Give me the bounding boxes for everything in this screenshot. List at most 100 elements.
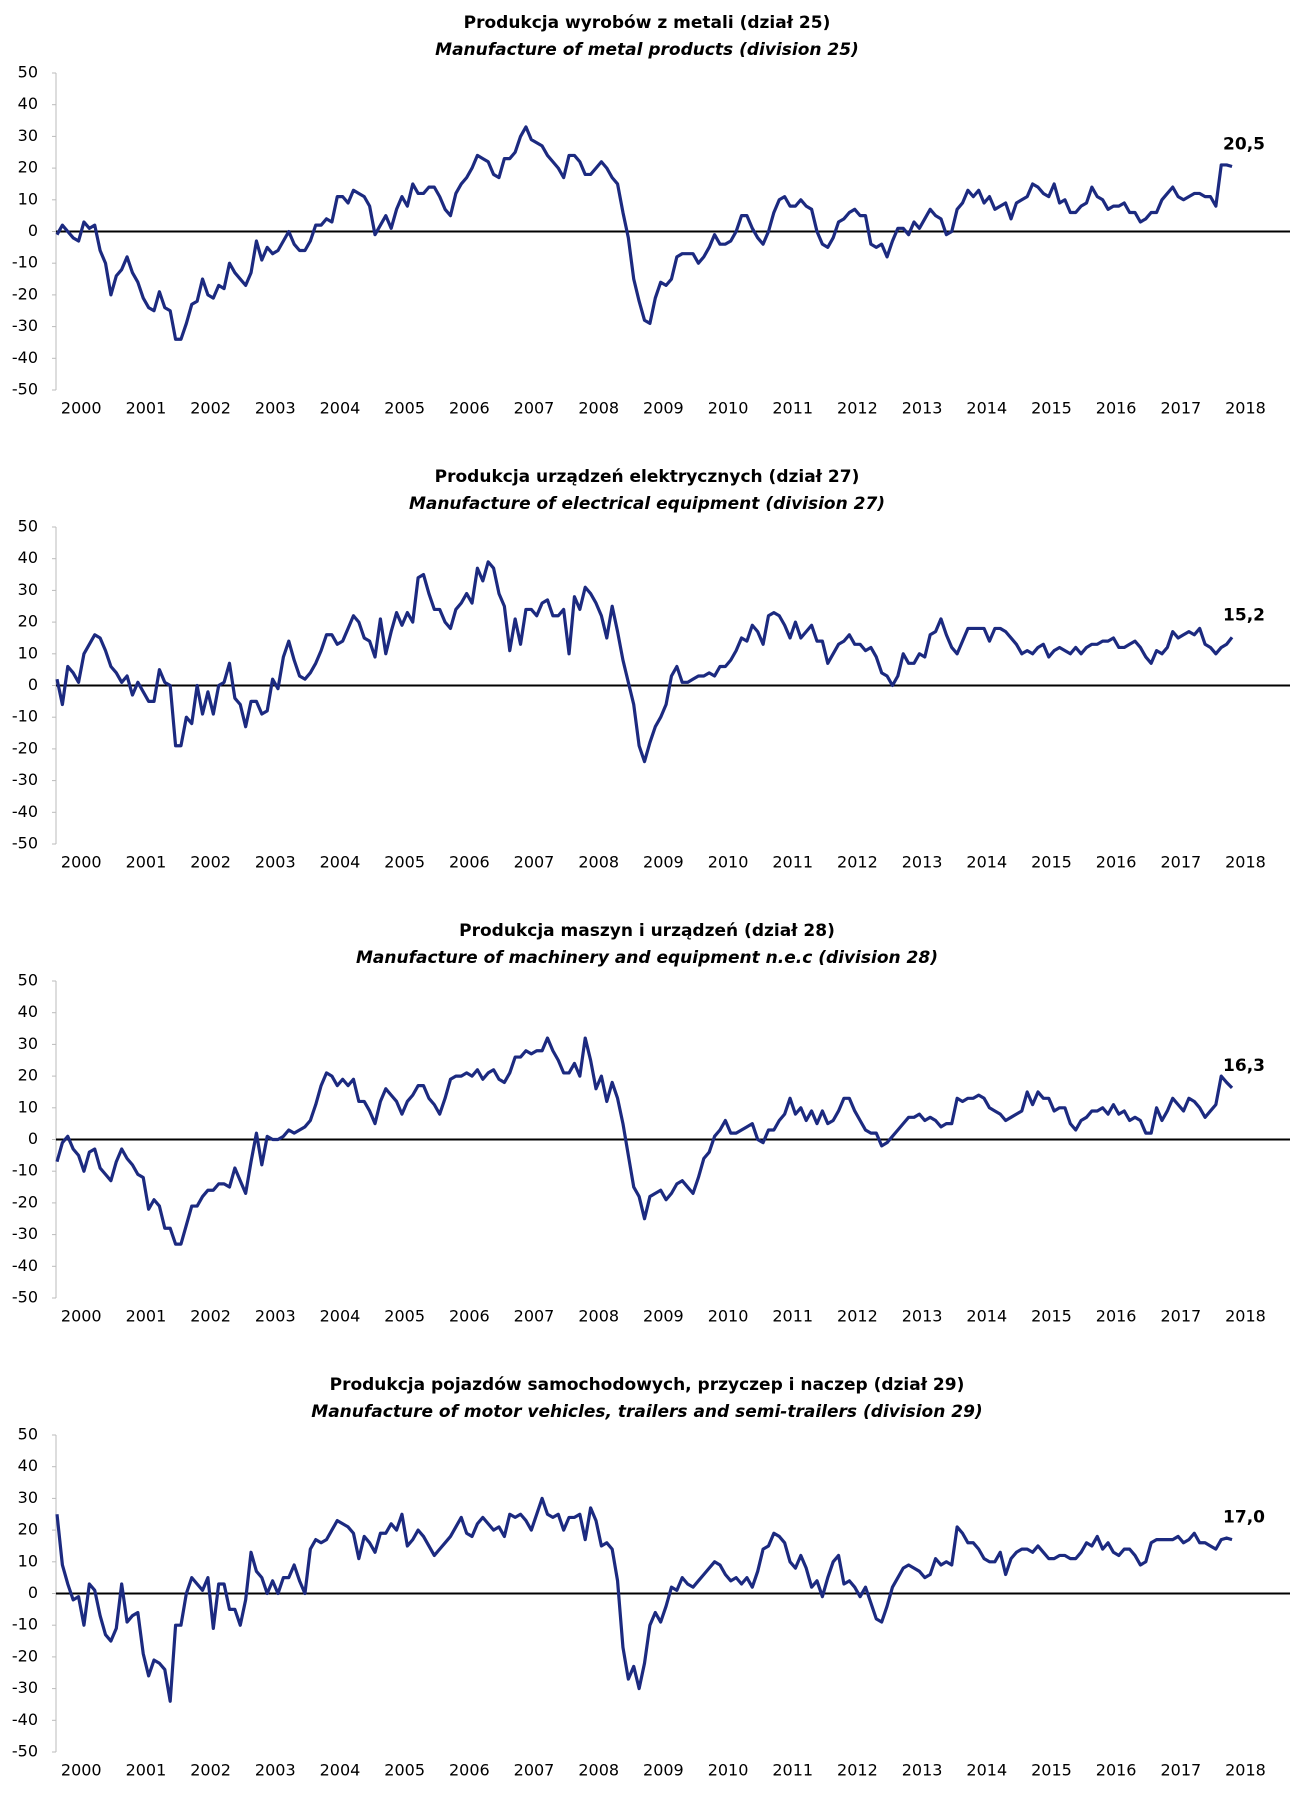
data-line xyxy=(55,1036,1234,1246)
y-tick-label: 30 xyxy=(18,580,38,599)
y-tick-label: 20 xyxy=(18,158,38,177)
y-tick-label: -50 xyxy=(12,1288,38,1307)
x-tick-label: 2004 xyxy=(320,1307,361,1326)
y-tick-label: 20 xyxy=(18,1520,38,1539)
y-tick-label: -10 xyxy=(12,253,38,272)
x-tick-label: 2011 xyxy=(772,853,813,872)
x-tick-label: 2007 xyxy=(514,853,555,872)
y-tick-label: 20 xyxy=(18,1066,38,1085)
x-tick-label: 2001 xyxy=(126,853,167,872)
x-tick-label: 2006 xyxy=(449,1307,490,1326)
x-tick-label: 2012 xyxy=(837,1307,878,1326)
y-tick-label: -40 xyxy=(12,802,38,821)
chart-subtitle: Manufacture of motor vehicles, trailers … xyxy=(311,1402,982,1422)
x-tick-label: 2011 xyxy=(772,399,813,418)
x-tick-label: 2003 xyxy=(255,399,296,418)
y-tick-label: -10 xyxy=(12,1161,38,1180)
y-tick-label: 10 xyxy=(18,643,38,662)
x-tick-label: 2011 xyxy=(772,1761,813,1780)
y-tick-label: -40 xyxy=(12,1710,38,1729)
x-tick-label: 2012 xyxy=(837,399,878,418)
x-tick-label: 2001 xyxy=(126,1307,167,1326)
y-tick-label: -20 xyxy=(12,1646,38,1665)
y-tick-label: -10 xyxy=(12,707,38,726)
x-tick-label: 2002 xyxy=(190,1307,231,1326)
x-tick-label: 2018 xyxy=(1225,853,1266,872)
x-tick-label: 2013 xyxy=(902,399,943,418)
x-tick-label: 2002 xyxy=(190,399,231,418)
x-tick-label: 2017 xyxy=(1160,399,1201,418)
x-tick-label: 2009 xyxy=(643,1761,684,1780)
y-tick-label: 40 xyxy=(18,94,38,113)
x-tick-label: 2001 xyxy=(126,1761,167,1780)
value-label: 15,2 xyxy=(1223,605,1265,625)
x-tick-label: 2000 xyxy=(61,399,102,418)
y-tick-label: 0 xyxy=(28,675,38,694)
chart-title: Produkcja maszyn i urządzeń (dział 28) xyxy=(459,921,835,941)
x-tick-label: 2014 xyxy=(966,853,1007,872)
x-tick-label: 2004 xyxy=(320,1761,361,1780)
x-tick-label: 2010 xyxy=(708,853,749,872)
chart-title: Produkcja pojazdów samochodowych, przycz… xyxy=(330,1375,965,1395)
y-tick-label: 0 xyxy=(28,1129,38,1148)
y-tick-label: 0 xyxy=(28,221,38,240)
x-tick-label: 2005 xyxy=(384,1761,425,1780)
y-tick-label: 40 xyxy=(18,1456,38,1475)
x-tick-label: 2018 xyxy=(1225,1307,1266,1326)
x-tick-label: 2018 xyxy=(1225,399,1266,418)
y-tick-label: -50 xyxy=(12,380,38,399)
x-tick-label: 2010 xyxy=(708,399,749,418)
y-tick-label: 20 xyxy=(18,612,38,631)
x-tick-label: 2017 xyxy=(1160,1761,1201,1780)
y-tick-label: -20 xyxy=(12,1192,38,1211)
x-tick-label: 2015 xyxy=(1031,1761,1072,1780)
x-tick-label: 2006 xyxy=(449,1761,490,1780)
x-tick-label: 2014 xyxy=(966,1761,1007,1780)
chart-subtitle: Manufacture of metal products (division … xyxy=(435,40,859,60)
value-label: 16,3 xyxy=(1223,1056,1265,1076)
data-line xyxy=(55,560,1234,764)
x-tick-label: 2004 xyxy=(320,399,361,418)
y-tick-label: 30 xyxy=(18,126,38,145)
x-tick-label: 2011 xyxy=(772,1307,813,1326)
chart-title: Produkcja urządzeń elektrycznych (dział … xyxy=(435,467,860,487)
y-tick-label: -50 xyxy=(12,1742,38,1761)
x-tick-label: 2003 xyxy=(255,1307,296,1326)
x-tick-label: 2013 xyxy=(902,1307,943,1326)
x-tick-label: 2002 xyxy=(190,1761,231,1780)
x-tick-label: 2008 xyxy=(578,1307,619,1326)
x-tick-label: 2015 xyxy=(1031,853,1072,872)
y-tick-label: 10 xyxy=(18,189,38,208)
y-tick-label: -30 xyxy=(12,316,38,335)
x-tick-label: 2003 xyxy=(255,1761,296,1780)
x-tick-label: 2016 xyxy=(1096,399,1137,418)
chart-subtitle: Manufacture of machinery and equipment n… xyxy=(356,948,938,968)
x-tick-label: 2003 xyxy=(255,853,296,872)
x-tick-label: 2013 xyxy=(902,1761,943,1780)
x-tick-label: 2017 xyxy=(1160,1307,1201,1326)
x-tick-label: 2007 xyxy=(514,1307,555,1326)
y-tick-label: 10 xyxy=(18,1551,38,1570)
y-tick-label: 50 xyxy=(18,971,38,990)
x-tick-label: 2000 xyxy=(61,1761,102,1780)
y-tick-label: -30 xyxy=(12,1678,38,1697)
y-tick-label: 0 xyxy=(28,1583,38,1602)
value-label: 20,5 xyxy=(1223,135,1265,155)
y-tick-label: 50 xyxy=(18,517,38,536)
x-tick-label: 2015 xyxy=(1031,399,1072,418)
x-tick-label: 2002 xyxy=(190,853,231,872)
y-tick-label: -10 xyxy=(12,1615,38,1634)
x-tick-label: 2014 xyxy=(966,399,1007,418)
x-tick-label: 2009 xyxy=(643,399,684,418)
y-tick-label: 30 xyxy=(18,1034,38,1053)
y-tick-label: -20 xyxy=(12,738,38,757)
y-tick-label: 40 xyxy=(18,548,38,567)
x-tick-label: 2010 xyxy=(708,1307,749,1326)
y-tick-label: 50 xyxy=(18,63,38,82)
x-tick-label: 2015 xyxy=(1031,1307,1072,1326)
x-tick-label: 2016 xyxy=(1096,1307,1137,1326)
y-tick-label: 30 xyxy=(18,1488,38,1507)
x-tick-label: 2007 xyxy=(514,1761,555,1780)
x-tick-label: 2014 xyxy=(966,1307,1007,1326)
x-tick-label: 2016 xyxy=(1096,1761,1137,1780)
